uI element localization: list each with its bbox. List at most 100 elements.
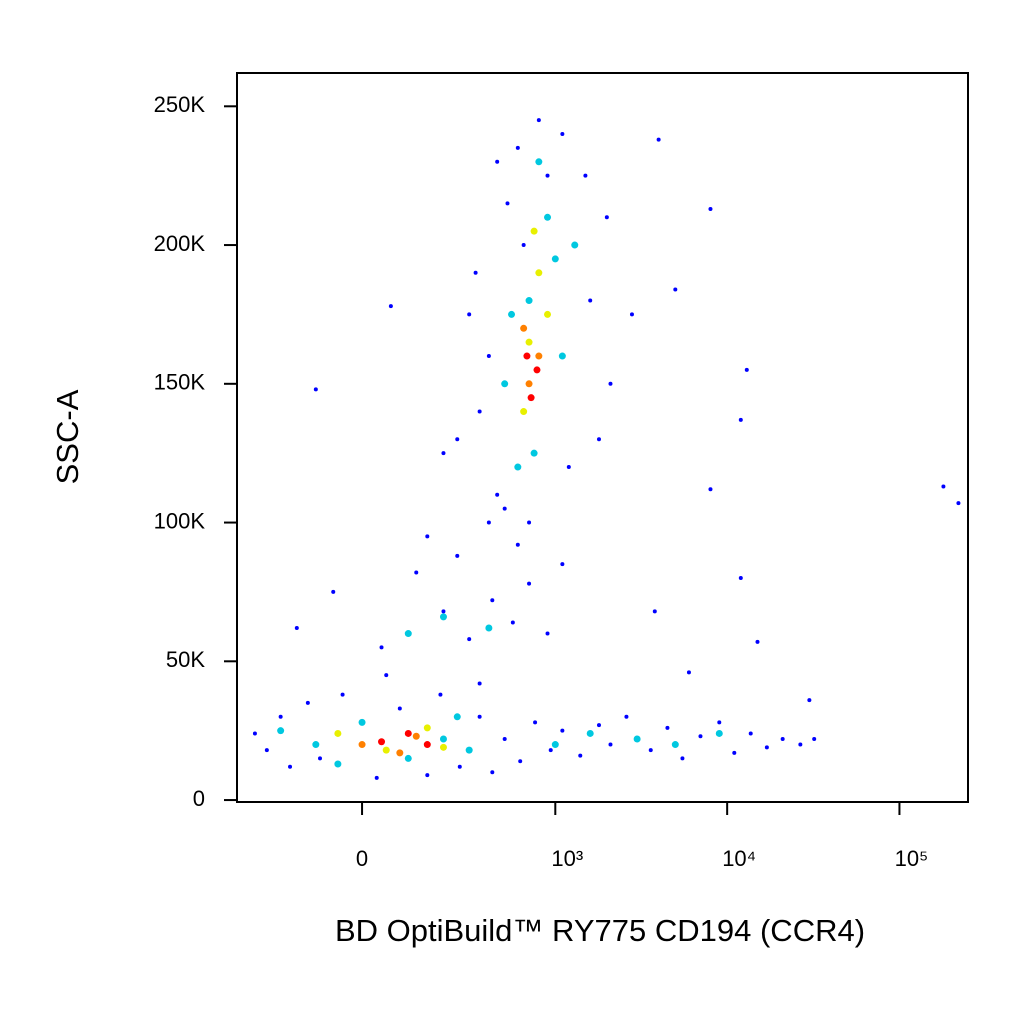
data-point [548,748,553,753]
data-point [515,542,520,547]
data-point [798,742,803,747]
data-point [558,352,566,360]
data-point [520,408,528,416]
data-point [744,367,749,372]
y-tick-label: 50K [166,647,205,672]
data-point [467,312,472,317]
data-point [495,492,500,497]
data-point [518,759,523,764]
x-axis-title: BD OptiBuild™ RY775 CD194 (CCR4) [335,913,865,948]
data-point [652,609,657,614]
data-point [264,748,269,753]
data-point [535,269,543,277]
data-point [334,760,342,768]
data-point [288,764,293,769]
data-point [378,738,386,746]
x-tick-label: 10³ [551,846,583,871]
data-point [502,506,507,511]
data-point [807,698,812,703]
data-point [423,724,431,732]
data-point [396,749,404,757]
data-point [477,409,482,414]
data-point [486,354,491,359]
data-point [490,598,495,603]
data-point [502,737,507,742]
data-point [571,241,579,249]
data-point [671,741,679,749]
data-point [521,243,526,248]
data-point [560,132,565,137]
data-point [397,706,402,711]
y-tick-label: 100K [154,508,206,533]
data-point [331,589,336,594]
data-point [473,270,478,275]
data-point [566,465,571,470]
data-point [545,631,550,636]
data-point [708,487,713,492]
data-point [748,731,753,736]
data-point [608,381,613,386]
data-point [379,645,384,650]
data-point [560,728,565,733]
y-tick-label: 150K [154,370,206,395]
data-point [455,553,460,558]
data-point [633,735,641,743]
data-point [505,201,510,206]
data-point [764,745,769,750]
data-point [414,570,419,575]
data-point [439,743,447,751]
data-point [515,145,520,150]
data-point [780,737,785,742]
data-point [358,718,366,726]
data-point [278,714,283,719]
data-point [941,484,946,489]
data-point [305,700,310,705]
data-point [708,206,713,211]
data-point [465,746,473,754]
data-point [533,366,541,374]
data-point [412,732,420,740]
data-point [527,520,532,525]
data-point [530,227,538,235]
data-point [673,287,678,292]
data-point [508,310,516,318]
data-point [544,310,552,318]
y-tick-label: 250K [154,92,206,117]
data-point [596,723,601,728]
data-point [551,741,559,749]
data-point [477,681,482,686]
data-point [425,534,430,539]
data-point [425,773,430,778]
data-point [608,742,613,747]
data-point [423,741,431,749]
data-point [514,463,522,471]
data-point [438,692,443,697]
data-point [533,720,538,725]
data-point [525,338,533,346]
data-point [656,137,661,142]
data-point [583,173,588,178]
data-point [439,613,447,621]
data-point [340,692,345,697]
data-point [544,213,552,221]
data-point [956,501,961,506]
data-point [536,118,541,123]
data-point [525,297,533,305]
data-point [457,764,462,769]
data-point [477,714,482,719]
data-point [738,417,743,422]
data-point [520,324,528,332]
data-point [535,352,543,360]
data-point [530,449,538,457]
data-point [588,298,593,303]
data-point [551,255,559,263]
data-point [404,754,412,762]
data-point [490,770,495,775]
data-point [596,437,601,442]
data-point [334,729,342,737]
x-tick-label: 0 [356,846,368,871]
data-point [318,756,323,761]
data-point [680,756,685,761]
data-point [388,304,393,309]
